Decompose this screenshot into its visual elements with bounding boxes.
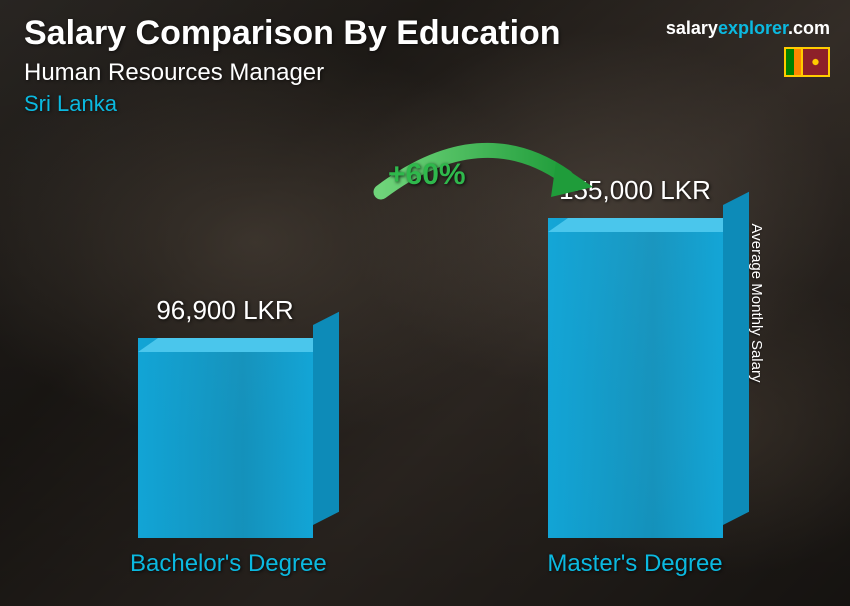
flag-icon — [784, 47, 830, 77]
brand-prefix: salary — [666, 18, 718, 38]
chart-area: +60% 96,900 LKR 155,000 LKR Bachelor's D… — [110, 150, 770, 578]
branding: salaryexplorer.com — [666, 18, 830, 77]
increase-badge: +60% — [388, 158, 466, 192]
bar-label: Bachelor's Degree — [130, 550, 320, 578]
bar-3d — [548, 218, 723, 538]
bar-3d — [138, 338, 313, 538]
bar-front-face — [138, 338, 313, 538]
bar-masters: 155,000 LKR — [540, 175, 730, 538]
bar-bachelors: 96,900 LKR — [130, 295, 320, 538]
brand-text: salaryexplorer.com — [666, 18, 830, 39]
bar-label: Master's Degree — [540, 550, 730, 578]
bar-side-face — [723, 192, 749, 525]
country-label: Sri Lanka — [24, 91, 826, 117]
bar-value: 96,900 LKR — [156, 295, 293, 326]
bar-top-face — [138, 338, 333, 352]
brand-suffix: .com — [788, 18, 830, 38]
brand-mid: explorer — [718, 18, 788, 38]
bar-side-face — [313, 312, 339, 525]
bar-front-face — [548, 218, 723, 538]
